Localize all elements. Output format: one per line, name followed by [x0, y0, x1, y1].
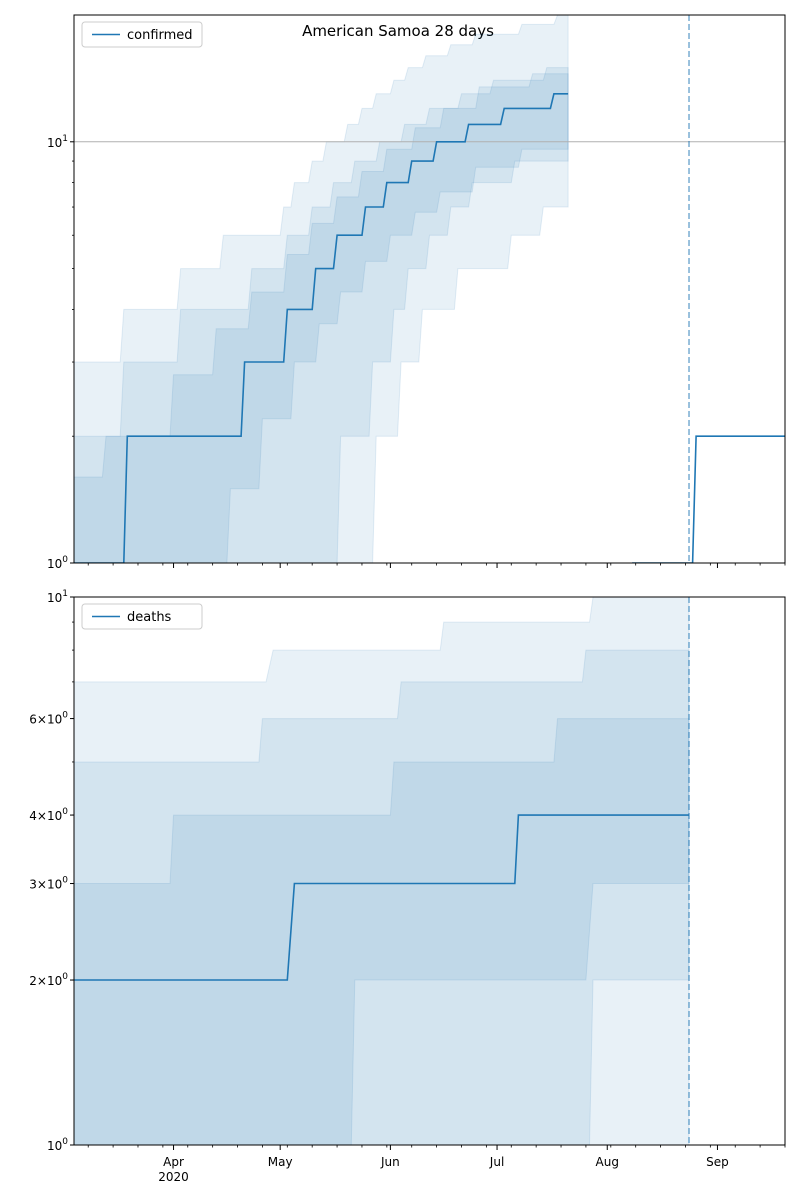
ytick-coef: 4 [29, 809, 37, 823]
ytick-base: 10 [47, 713, 62, 727]
xtick-label: Apr [163, 1155, 184, 1169]
ytick-exponent: 0 [62, 1137, 68, 1147]
xtick-label: Sep [706, 1155, 729, 1169]
ytick-times: × [37, 974, 47, 988]
confirmed-series-line-1 [74, 93, 569, 563]
chart-title: American Samoa 28 days [302, 22, 494, 40]
ytick-base: 10 [47, 974, 62, 988]
ytick-exponent: 0 [62, 555, 68, 565]
ytick-coef: 2 [29, 974, 37, 988]
confirmed-confidence-band-3 [74, 73, 569, 563]
ytick-times: × [37, 713, 47, 727]
xtick-label: May [268, 1155, 293, 1169]
ytick-exponent: 0 [62, 876, 68, 886]
deaths-axes-frame [73, 596, 786, 1146]
deaths-ytick-label: 4×100 [29, 807, 68, 823]
ytick-exponent: 0 [62, 972, 68, 982]
deaths-ytick-label: 100 [47, 1137, 68, 1153]
ytick-coef: 3 [29, 878, 37, 892]
deaths-confidence-band-2 [74, 649, 690, 1145]
confirmed-series-line-2 [632, 435, 785, 563]
xtick-label: Jun [380, 1155, 400, 1169]
confirmed-legend-label: confirmed [127, 28, 193, 43]
ytick-times: × [37, 878, 47, 892]
deaths-plot-area [74, 597, 690, 1145]
ytick-base: 10 [47, 591, 62, 605]
ytick-exponent: 0 [62, 711, 68, 721]
deaths-series-line-1 [74, 814, 689, 981]
ytick-times: × [37, 809, 47, 823]
confirmed-ytick-label: 101 [47, 134, 68, 150]
deaths-ytick-label: 101 [47, 589, 68, 605]
deaths-confidence-band-1 [74, 597, 690, 1145]
deaths-legend-label: deaths [127, 610, 172, 625]
deaths-ytick-label: 2×100 [29, 972, 68, 988]
confirmed-confidence-band-2 [74, 67, 569, 563]
ytick-base: 10 [47, 136, 62, 150]
confirmed-confidence-band-1 [74, 15, 569, 563]
ytick-base: 10 [47, 557, 62, 571]
deaths-legend-box [81, 603, 203, 630]
confirmed-plot-area [74, 15, 785, 563]
ytick-exponent: 1 [62, 134, 68, 144]
ytick-base: 10 [47, 878, 62, 892]
xtick-label: Aug [596, 1155, 619, 1169]
ytick-exponent: 0 [62, 807, 68, 817]
confirmed-ytick-label: 100 [47, 555, 68, 571]
ytick-base: 10 [47, 1139, 62, 1153]
deaths-ytick-label: 6×100 [29, 711, 68, 727]
xtick-year-label: 2020 [158, 1170, 189, 1184]
xtick-label: Jul [489, 1155, 504, 1169]
ytick-coef: 6 [29, 713, 37, 727]
deaths-confidence-band-3 [74, 718, 690, 1145]
confirmed-axes-frame [73, 14, 786, 564]
deaths-axes: 1002×1003×1004×1006×100101deathsApr2020M… [29, 589, 786, 1184]
deaths-ytick-label: 3×100 [29, 876, 68, 892]
ytick-exponent: 1 [62, 589, 68, 599]
confirmed-legend-box [81, 21, 203, 48]
ytick-base: 10 [47, 809, 62, 823]
